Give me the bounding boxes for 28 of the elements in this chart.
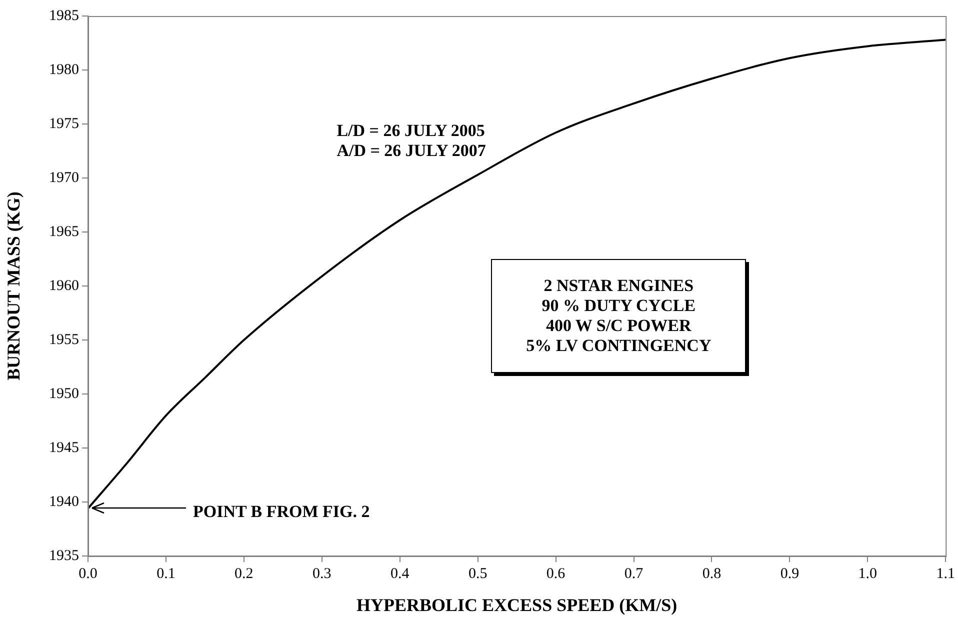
x-tick-label: 0.6 xyxy=(546,566,566,582)
y-tick-label: 1940 xyxy=(49,494,79,510)
x-tick-label: 0.2 xyxy=(234,566,254,582)
y-tick-label: 1985 xyxy=(49,8,79,24)
x-tick-label: 0.5 xyxy=(468,566,488,582)
y-tick-label: 1955 xyxy=(49,332,79,348)
y-tick-label: 1980 xyxy=(49,62,79,78)
x-tick-label: 0.1 xyxy=(156,566,176,582)
text-box: 2 NSTAR ENGINES 90 % DUTY CYCLE 400 W S/C POWER 5% LV CONTINGENCY xyxy=(491,259,746,373)
y-tick-label: 1970 xyxy=(49,170,79,186)
annotation: L/D = 26 JULY 2005 A/D = 26 JULY 2007 xyxy=(336,121,486,162)
annotation: POINT B FROM FIG. 2 xyxy=(193,502,370,522)
x-tick-label: 0.8 xyxy=(702,566,722,582)
x-tick-label: 1.1 xyxy=(936,566,955,582)
x-tick-label: 0.7 xyxy=(624,566,644,582)
x-tick-label: 0.4 xyxy=(390,566,410,582)
y-tick-label: 1945 xyxy=(49,440,79,456)
y-tick-label: 1950 xyxy=(49,386,79,402)
x-axis-title: HYPERBOLIC EXCESS SPEED (KM/S) xyxy=(356,594,678,615)
x-tick-label: 0.9 xyxy=(780,566,800,582)
y-tick-label: 1935 xyxy=(49,548,79,564)
y-axis-title: BURNOUT MASS (KG) xyxy=(3,192,24,380)
x-tick-label: 0.3 xyxy=(312,566,332,582)
y-tick-label: 1960 xyxy=(49,278,79,294)
x-tick-label: 0.0 xyxy=(78,566,98,582)
y-tick-label: 1975 xyxy=(49,116,79,132)
y-tick-label: 1965 xyxy=(49,224,79,240)
x-tick-label: 1.0 xyxy=(858,566,878,582)
